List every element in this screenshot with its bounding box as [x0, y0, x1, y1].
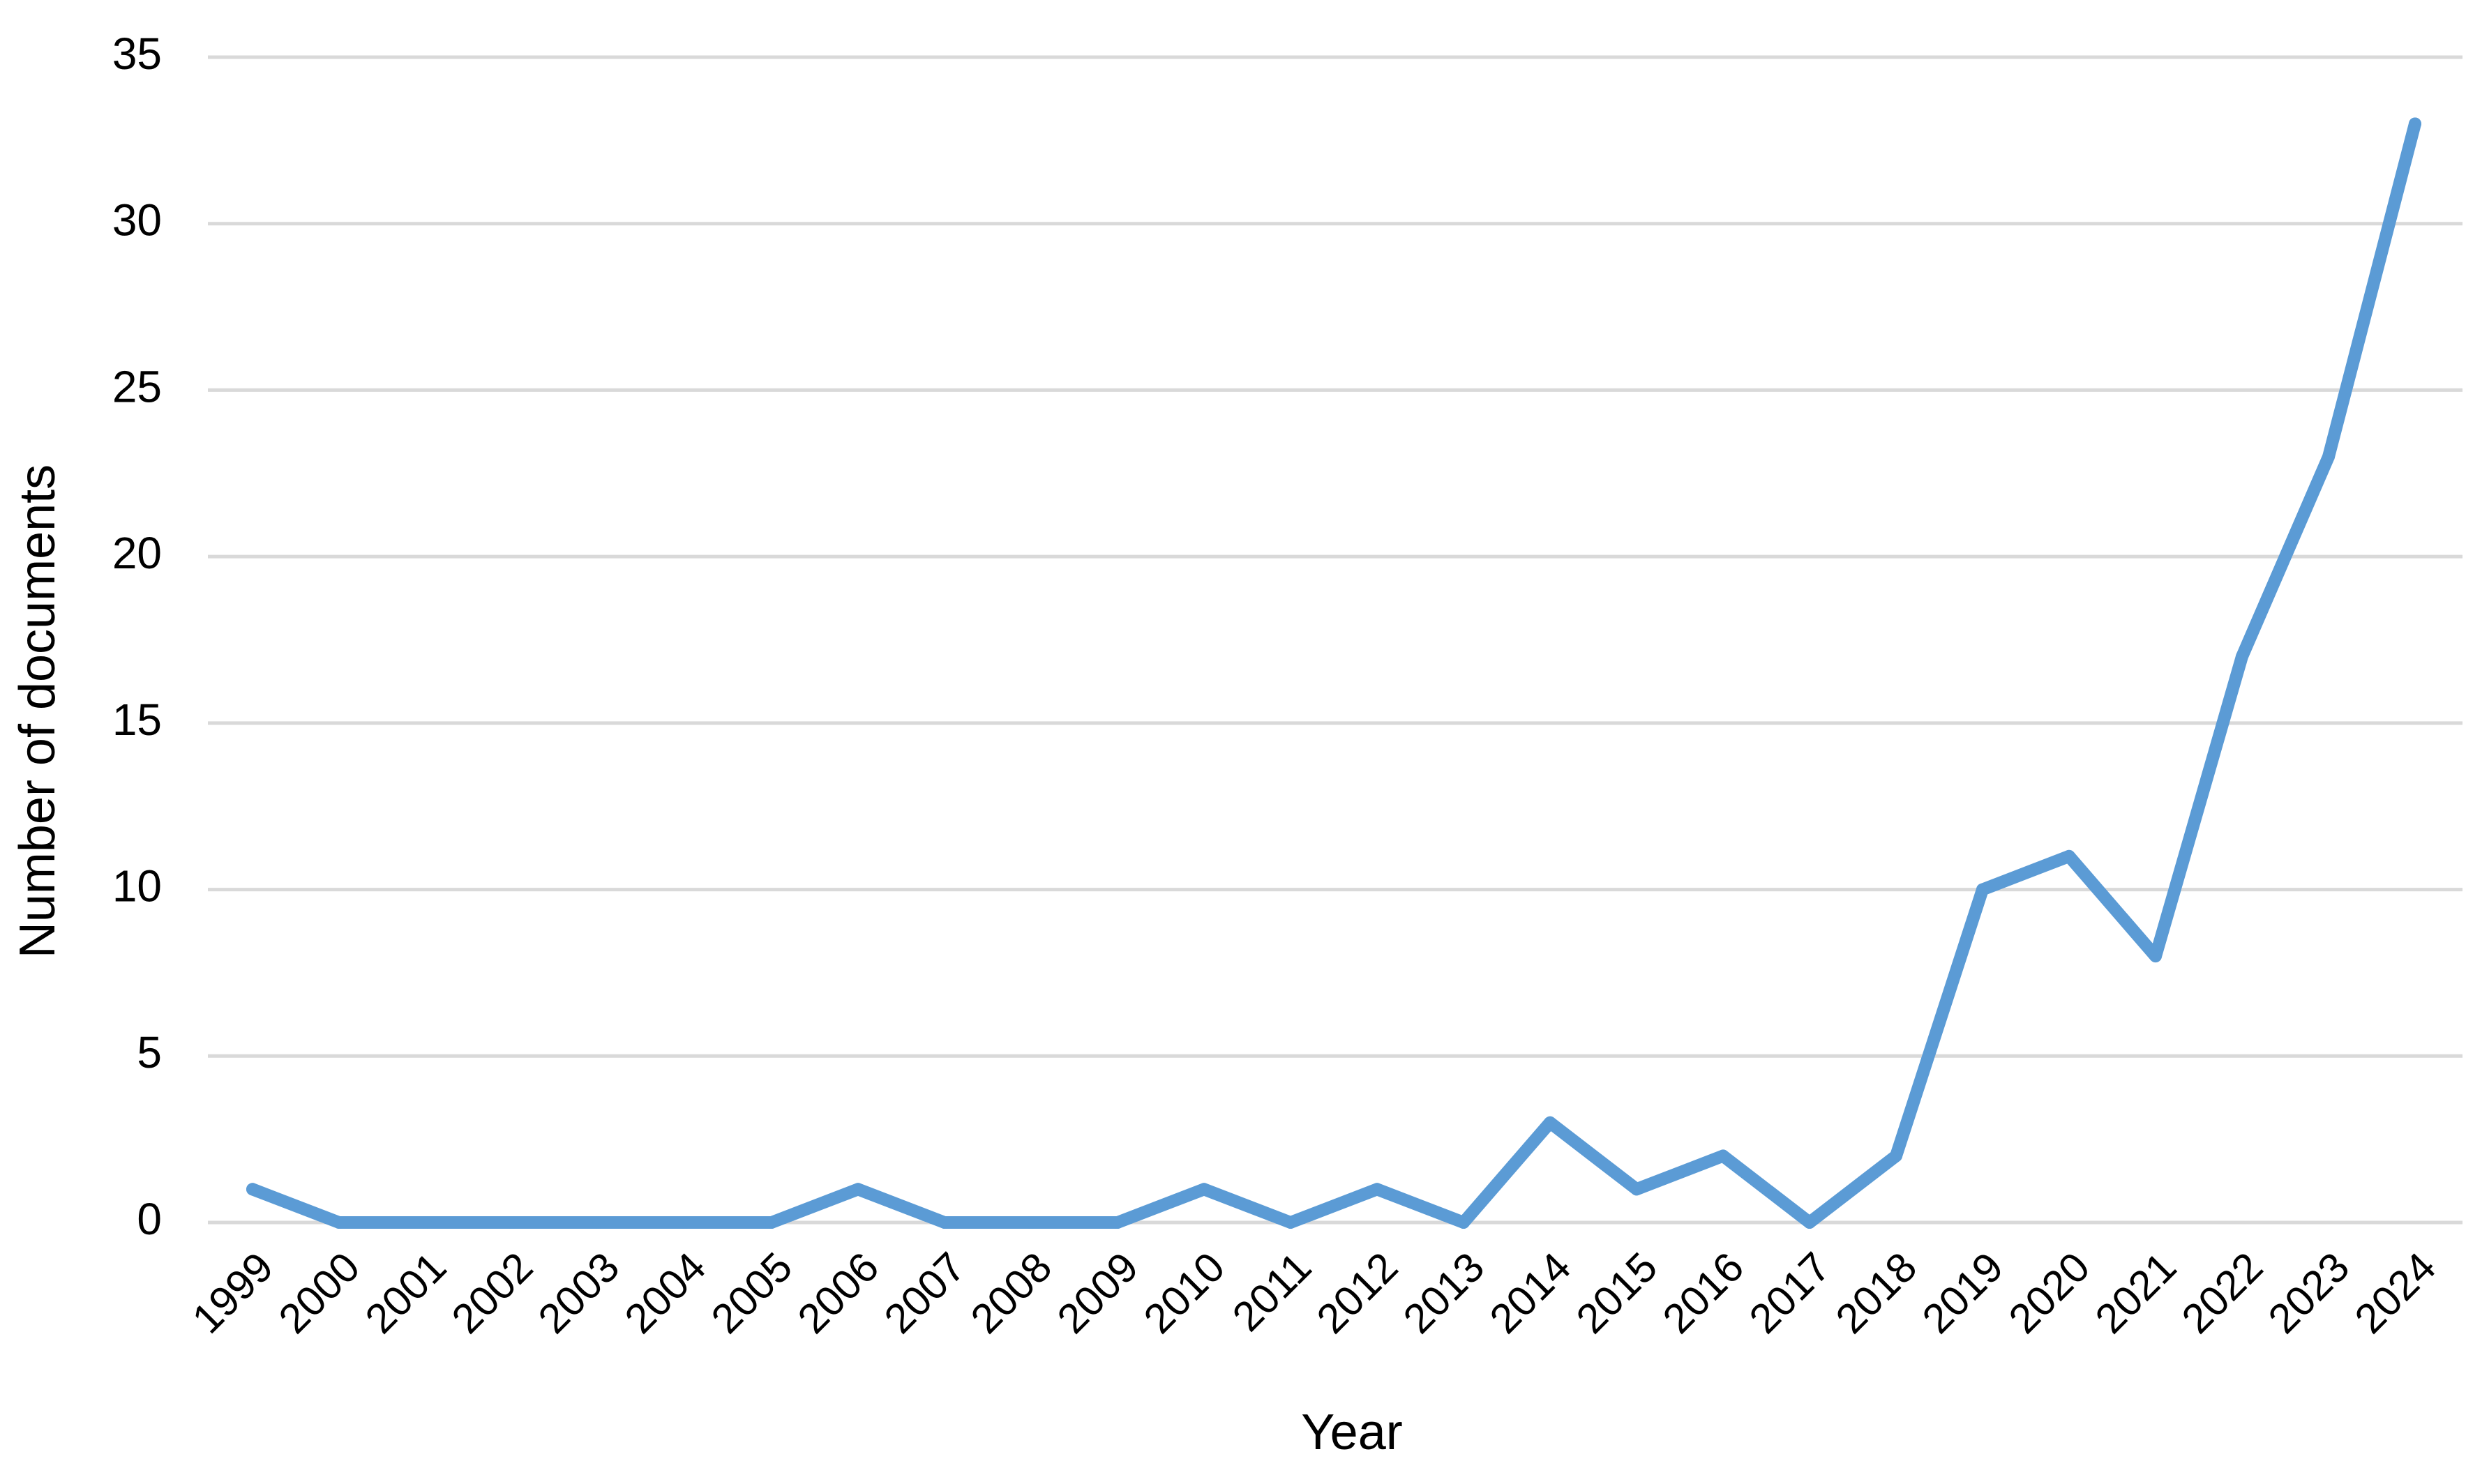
- x-tick-label: 2020: [2000, 1243, 2099, 1342]
- data-point: [1111, 1216, 1124, 1229]
- data-point: [419, 1216, 432, 1229]
- x-tick-label: 2000: [270, 1243, 369, 1342]
- data-point: [1457, 1216, 1470, 1229]
- y-tick-label: 0: [137, 1194, 162, 1244]
- x-tick-label: 2002: [443, 1243, 542, 1342]
- x-tick-label: 2021: [2086, 1243, 2186, 1342]
- data-point: [1976, 883, 1989, 896]
- x-tick-label: 2013: [1394, 1243, 1494, 1342]
- x-tick-label: 2006: [789, 1243, 888, 1342]
- x-tick-label: 2017: [1740, 1243, 1840, 1342]
- x-tick-label: 2015: [1567, 1243, 1667, 1342]
- y-tick-label: 25: [112, 361, 162, 411]
- data-point: [1630, 1183, 1643, 1196]
- x-tick-label: 2001: [356, 1243, 456, 1342]
- y-axis-ticks: 0 5 10 15 20 25 30 35: [112, 29, 162, 1244]
- y-tick-label: 30: [112, 195, 162, 245]
- data-point: [2236, 650, 2248, 663]
- y-tick-label: 35: [112, 29, 162, 79]
- data-point: [938, 1216, 951, 1229]
- x-tick-label: 2023: [2259, 1243, 2359, 1342]
- y-tick-label: 15: [112, 695, 162, 745]
- series-line: [246, 117, 2421, 1229]
- data-point: [2322, 450, 2335, 463]
- x-tick-label: 2009: [1048, 1243, 1148, 1342]
- data-point: [1803, 1216, 1816, 1229]
- x-tick-label: 2024: [2346, 1243, 2445, 1342]
- data-point: [1284, 1216, 1297, 1229]
- data-point: [1544, 1116, 1556, 1129]
- x-tick-label: 2005: [702, 1243, 802, 1342]
- gridlines: [208, 55, 2462, 1225]
- x-axis-ticks: 1999200020012002200320042005200620072008…: [183, 1243, 2445, 1342]
- x-tick-label: 2018: [1827, 1243, 1926, 1342]
- data-point: [592, 1216, 605, 1229]
- data-point: [679, 1216, 691, 1229]
- series-group: [246, 117, 2421, 1229]
- data-point: [1717, 1149, 1729, 1163]
- data-point: [2063, 849, 2075, 863]
- data-point: [1198, 1183, 1210, 1196]
- data-point: [506, 1216, 518, 1229]
- x-tick-label: 2007: [875, 1243, 975, 1342]
- data-point: [765, 1216, 778, 1229]
- x-tick-label: 2019: [1913, 1243, 2013, 1342]
- x-tick-label: 2011: [1224, 1243, 1321, 1340]
- x-tick-label: 2022: [2173, 1243, 2272, 1342]
- x-tick-label: 2012: [1308, 1243, 1407, 1342]
- data-point: [333, 1216, 345, 1229]
- x-tick-label: 2014: [1481, 1243, 1580, 1342]
- data-point: [2409, 117, 2421, 130]
- y-tick-label: 5: [137, 1027, 162, 1077]
- data-point: [1025, 1216, 1037, 1229]
- x-tick-label: 2004: [616, 1243, 715, 1342]
- data-point: [246, 1183, 259, 1196]
- x-tick-label: 2003: [529, 1243, 629, 1342]
- y-tick-label: 10: [112, 861, 162, 911]
- x-tick-label: 2010: [1135, 1243, 1234, 1342]
- data-point: [1890, 1149, 1902, 1163]
- x-tick-label: 2008: [962, 1243, 1061, 1342]
- x-tick-label: 2016: [1654, 1243, 1753, 1342]
- x-axis-title: Year: [1301, 1404, 1402, 1460]
- y-axis-title: Number of documents: [10, 464, 66, 958]
- x-tick-label: 1999: [183, 1243, 283, 1342]
- data-point: [1371, 1183, 1383, 1196]
- data-point: [2149, 950, 2162, 963]
- data-point: [852, 1183, 864, 1196]
- y-tick-label: 20: [112, 528, 162, 578]
